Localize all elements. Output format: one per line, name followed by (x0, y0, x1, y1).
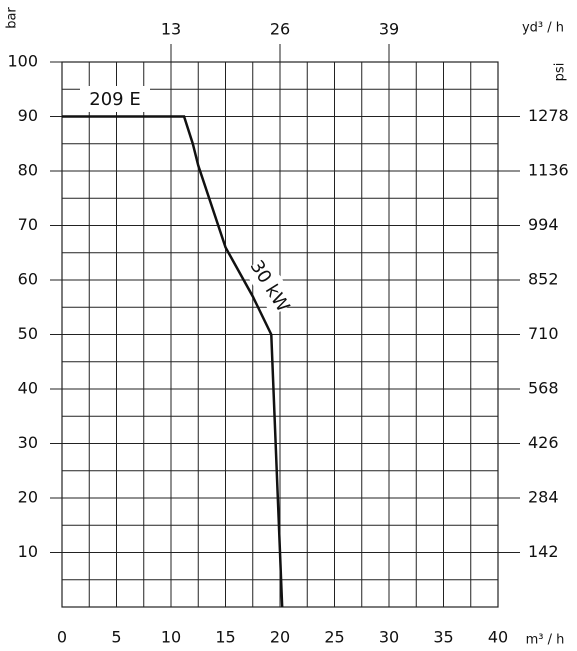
y2-tick-label: 852 (528, 270, 559, 289)
x2-tick-label: 39 (379, 20, 399, 39)
x-tick-label: 10 (161, 628, 181, 647)
label-bg (243, 255, 297, 317)
y-tick-label: 60 (18, 270, 38, 289)
y2-axis-label: psi (553, 63, 568, 82)
y2-tick-label: 1136 (528, 161, 569, 180)
y-tick-label: 10 (18, 542, 38, 561)
x-tick-label: 15 (215, 628, 235, 647)
y2-tick-label: 568 (528, 379, 559, 398)
y-tick-label: 70 (18, 215, 38, 234)
x2-tick-label: 13 (161, 20, 181, 39)
y2-tick-label: 994 (528, 215, 559, 234)
y-tick-label: 100 (7, 52, 38, 71)
y2-tick-label: 142 (528, 542, 559, 561)
x-axis-label: m³ / h (526, 633, 565, 648)
curve (62, 115, 284, 608)
y2-tick-label: 284 (528, 488, 559, 507)
annotation-bg (80, 86, 150, 112)
x-tick-label: 20 (270, 628, 290, 647)
y-tick-label: 20 (18, 488, 38, 507)
y2-tick-label: 710 (528, 324, 559, 343)
annotation: 209 E (89, 89, 140, 110)
x-tick-label: 35 (433, 628, 453, 647)
x-tick-label: 25 (324, 628, 344, 647)
y-axis-label: bar (5, 7, 20, 29)
y2-tick-label: 1278 (528, 106, 569, 125)
y2-tick-label: 426 (528, 433, 559, 452)
x2-axis-label: yd³ / h (522, 21, 564, 36)
y-tick-label: 80 (18, 161, 38, 180)
y-tick-label: 90 (18, 106, 38, 125)
x-tick-label: 30 (379, 628, 399, 647)
y-tick-label: 40 (18, 379, 38, 398)
x2-tick-label: 26 (270, 20, 290, 39)
x-tick-label: 40 (488, 628, 508, 647)
y-tick-label: 30 (18, 433, 38, 452)
x-tick-label: 5 (111, 628, 121, 647)
y-tick-label: 50 (18, 324, 38, 343)
x-tick-label: 0 (57, 628, 67, 647)
